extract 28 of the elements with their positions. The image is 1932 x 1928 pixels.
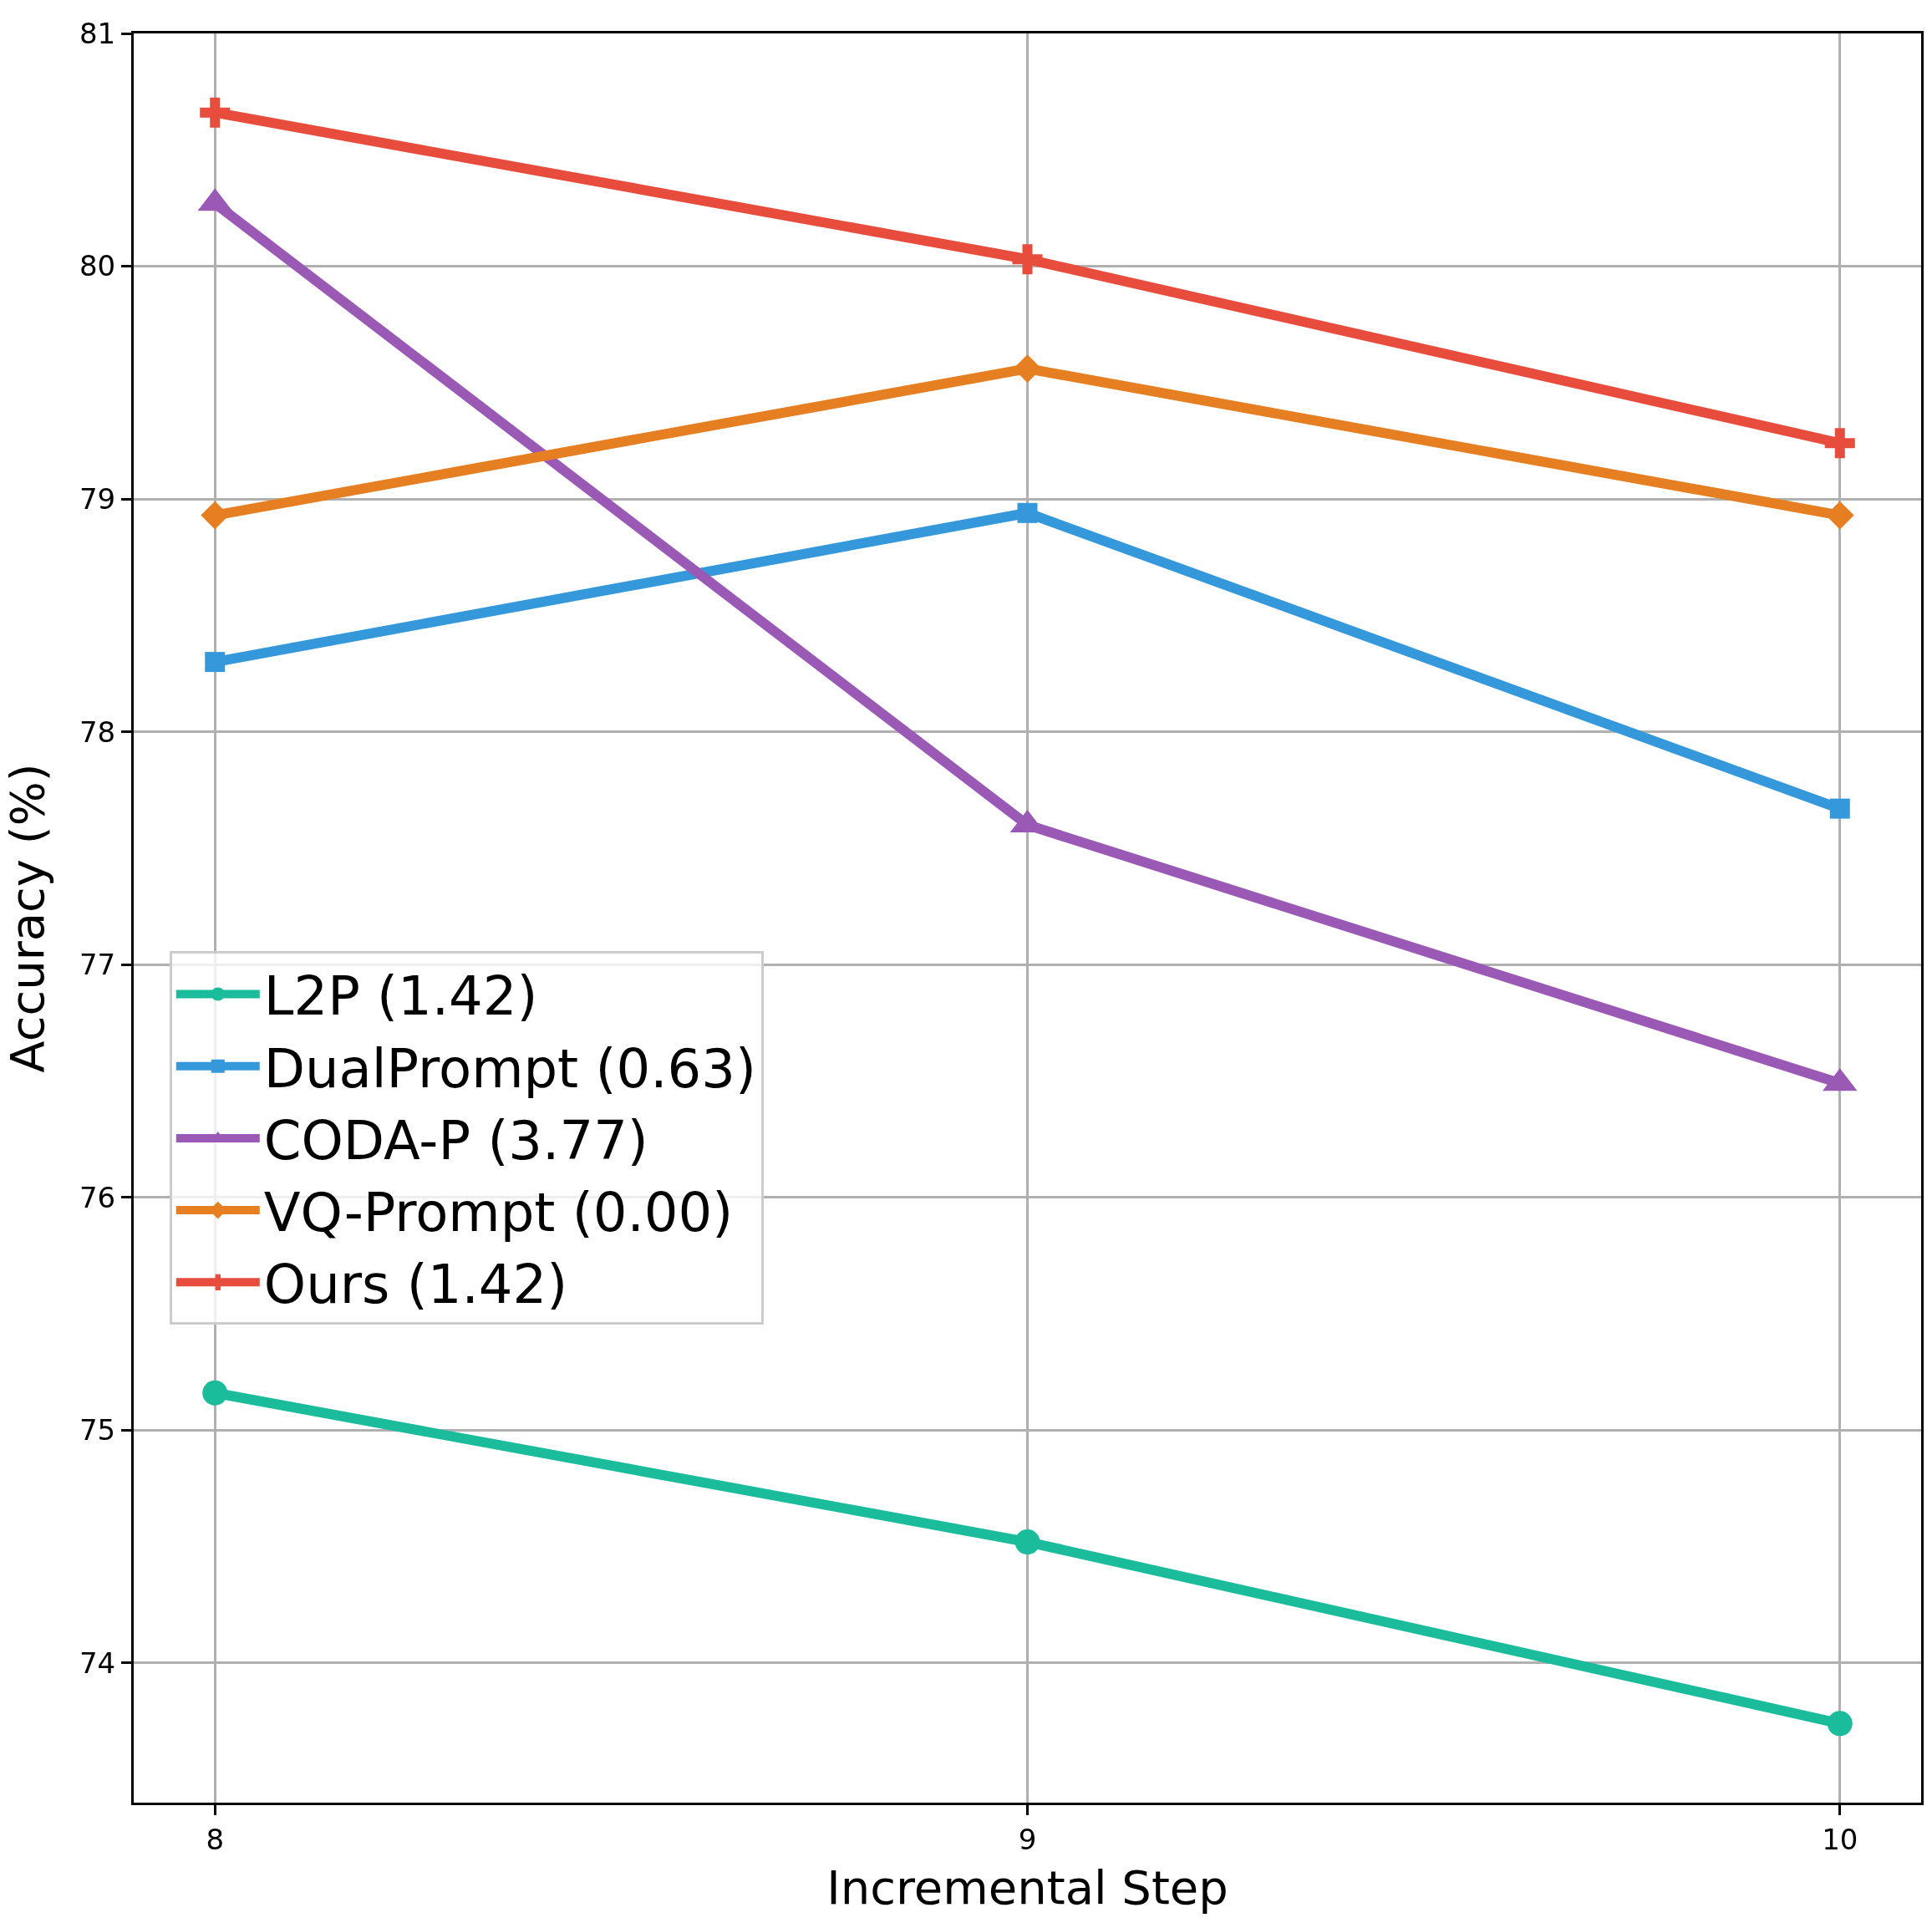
legend-label: VQ-Prompt (0.00) [263,1182,734,1244]
x-tick-label: 8 [206,1822,225,1856]
point [1829,798,1850,819]
point [200,97,231,128]
y-tick-label: 80 [79,249,116,283]
legend-label: DualPrompt (0.63) [263,1037,756,1100]
x-tick-label: 9 [1018,1822,1037,1856]
point [1013,354,1042,384]
x-tick-label: 10 [1822,1822,1858,1856]
y-tick-label: 81 [79,16,116,50]
point [1017,502,1038,523]
point [1012,244,1043,275]
y-tick-label: 76 [79,1180,116,1214]
point [205,652,226,673]
y-axis-title: Accuracy (%) [0,763,54,1073]
point [1827,1711,1853,1737]
y-tick-label: 77 [79,948,116,982]
y-tick-label: 79 [79,482,116,516]
y-tick-label: 78 [79,715,116,749]
legend-label: CODA-P (3.77) [263,1109,648,1172]
legend-label: Ours (1.42) [263,1254,568,1316]
point [1014,1529,1040,1555]
y-tick-label: 74 [79,1646,116,1680]
x-axis-title: Incremental Step [826,1860,1228,1915]
legend-label: L2P (1.42) [263,965,538,1028]
point [202,1380,228,1406]
y-tick-label: 75 [79,1413,116,1447]
point [1824,428,1855,459]
